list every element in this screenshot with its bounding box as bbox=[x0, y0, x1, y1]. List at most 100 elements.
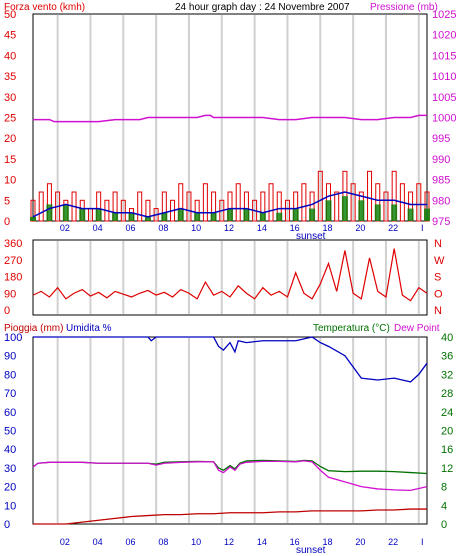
humidity-tick-label: 0 bbox=[4, 519, 10, 531]
gust-bar bbox=[194, 212, 201, 221]
humidity-temperature-frame bbox=[32, 336, 428, 525]
direction-tick-label: 360 bbox=[4, 238, 22, 250]
pressure-line bbox=[33, 114, 427, 123]
dew-point-line bbox=[32, 460, 428, 491]
humidity-tick-label: 20 bbox=[4, 482, 16, 494]
hour-tick-label: 08 bbox=[158, 223, 168, 233]
gust-bar bbox=[128, 212, 135, 221]
gust-bar bbox=[30, 216, 36, 221]
temperature-tick-label: 12 bbox=[441, 463, 453, 475]
hour-tick-label: 10 bbox=[191, 537, 201, 547]
hour-tick-label: 14 bbox=[257, 223, 267, 233]
gust-bar bbox=[341, 196, 348, 221]
gust-bar bbox=[391, 204, 398, 221]
wind-tick-label: 40 bbox=[4, 50, 16, 62]
wind-average-line bbox=[32, 191, 427, 218]
wind-speed-bar bbox=[350, 183, 356, 222]
wind-speed-bar bbox=[416, 183, 422, 222]
wind-tick-label: 25 bbox=[4, 113, 16, 125]
hour-tick-label: 02 bbox=[60, 537, 70, 547]
temperature-tick-label: 4 bbox=[441, 500, 447, 512]
hour-tick-label: 04 bbox=[93, 223, 103, 233]
hour-tick-label: 16 bbox=[290, 223, 300, 233]
pressure-axis-title: Pressione (mb) bbox=[370, 2, 438, 13]
gust-bar bbox=[227, 208, 233, 221]
direction-tick-label: 270 bbox=[4, 255, 22, 267]
hour-tick-label: 08 bbox=[158, 537, 168, 547]
hour-tick-label: 04 bbox=[93, 537, 103, 547]
direction-compass-label: N bbox=[434, 305, 442, 317]
wind-tick-label: 50 bbox=[4, 9, 16, 21]
temperature-tick-label: 16 bbox=[441, 444, 453, 456]
temperature-tick-label: 20 bbox=[441, 426, 453, 438]
humidity-tick-label: 90 bbox=[4, 351, 16, 363]
wind-tick-label: 10 bbox=[4, 175, 16, 187]
temperature-tick-label: 36 bbox=[441, 351, 453, 363]
gust-bar bbox=[259, 212, 266, 221]
sunset-label-bottom: sunset bbox=[296, 545, 326, 556]
wind-speed-bar bbox=[334, 191, 340, 222]
hour-tick-label: 20 bbox=[355, 223, 365, 233]
humidity-tick-label: 40 bbox=[4, 444, 16, 456]
gust-bar bbox=[292, 208, 299, 221]
wind-tick-label: 0 bbox=[4, 216, 10, 228]
gust-bar bbox=[62, 204, 69, 221]
humidity-tick-label: 50 bbox=[4, 426, 16, 438]
hour-tick-label: 12 bbox=[224, 537, 234, 547]
pressure-tick-label: 1015 bbox=[432, 50, 456, 62]
wind-speed-bar bbox=[383, 191, 389, 222]
wind-direction-panel bbox=[32, 239, 428, 316]
temperature-tick-label: 8 bbox=[441, 482, 447, 494]
wind-speed-bar bbox=[301, 183, 307, 222]
wind-direction-frame bbox=[32, 239, 428, 316]
wind-speed-bar bbox=[235, 183, 241, 222]
hour-tick-label: 18 bbox=[323, 537, 333, 547]
rain-axis-title: Pioggia (mm) bbox=[4, 323, 63, 334]
wind-tick-label: 45 bbox=[4, 30, 16, 42]
wind-speed-bar bbox=[284, 199, 290, 222]
wind-tick-label: 30 bbox=[4, 92, 16, 104]
humidity-tick-label: 100 bbox=[4, 332, 22, 344]
temperature-tick-label: 24 bbox=[441, 407, 453, 419]
temperature-tick-label: 40 bbox=[441, 332, 453, 344]
gust-bar bbox=[309, 208, 316, 221]
direction-compass-label: W bbox=[434, 255, 445, 267]
dew-point-axis-title: Dew Point bbox=[394, 323, 440, 334]
wind-axis-title: Forza vento (kmh) bbox=[4, 2, 85, 13]
direction-tick-label: 90 bbox=[4, 288, 16, 300]
humidity-line bbox=[33, 336, 428, 383]
wind-speed-bar bbox=[202, 183, 208, 222]
gust-bar bbox=[161, 212, 168, 221]
humidity-tick-label: 70 bbox=[4, 388, 16, 400]
temperature-tick-label: 28 bbox=[441, 388, 453, 400]
temperature-tick-label: 0 bbox=[441, 519, 447, 531]
humidity-tick-label: 60 bbox=[4, 407, 16, 419]
hour-tick-label: 20 bbox=[355, 537, 365, 547]
pressure-tick-label: 995 bbox=[432, 133, 450, 145]
hour-tick-label: 02 bbox=[60, 223, 70, 233]
wind-speed-bar bbox=[367, 170, 373, 222]
hour-tick-label: 14 bbox=[257, 537, 267, 547]
hour-tick-label: 12 bbox=[224, 223, 234, 233]
gust-bar bbox=[95, 208, 102, 221]
gust-bar bbox=[358, 200, 365, 221]
hour-tick-label: 06 bbox=[126, 537, 136, 547]
gust-bar bbox=[210, 212, 217, 221]
direction-compass-label: S bbox=[434, 272, 441, 284]
direction-tick-label: 0 bbox=[4, 305, 10, 317]
humidity-tick-label: 10 bbox=[4, 500, 16, 512]
wind-tick-label: 35 bbox=[4, 71, 16, 83]
gust-bar bbox=[407, 208, 414, 221]
hour-tick-label: 22 bbox=[388, 537, 398, 547]
wind-speed-bar bbox=[137, 191, 143, 222]
gust-bar bbox=[112, 212, 119, 221]
gust-bar bbox=[325, 200, 332, 221]
graph-title: 24 hour graph day : 24 Novembre 2007 bbox=[175, 2, 350, 13]
direction-compass-label: N bbox=[434, 238, 442, 250]
gust-bar bbox=[374, 204, 381, 221]
hour-tick-label: I bbox=[421, 223, 424, 233]
temperature-tick-label: 32 bbox=[441, 369, 453, 381]
